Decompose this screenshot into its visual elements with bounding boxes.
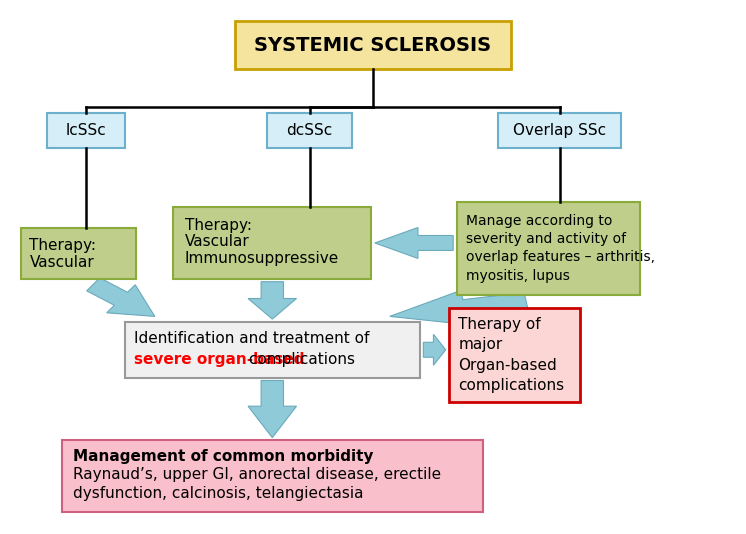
Text: dcSSc: dcSSc (286, 123, 333, 138)
Text: Therapy of: Therapy of (458, 317, 541, 332)
FancyBboxPatch shape (457, 201, 640, 295)
Polygon shape (248, 380, 296, 438)
Text: Overlap SSc: Overlap SSc (513, 123, 606, 138)
Text: lcSSc: lcSSc (66, 123, 106, 138)
FancyBboxPatch shape (46, 113, 125, 148)
FancyBboxPatch shape (125, 321, 419, 378)
Text: severe organ-based: severe organ-based (134, 352, 304, 367)
Polygon shape (248, 282, 296, 319)
Text: SYSTEMIC SCLEROSIS: SYSTEMIC SCLEROSIS (254, 36, 492, 55)
FancyBboxPatch shape (20, 228, 137, 279)
FancyBboxPatch shape (449, 309, 580, 402)
FancyBboxPatch shape (62, 440, 483, 513)
Text: Manage according to: Manage according to (466, 214, 612, 228)
Text: dysfunction, calcinosis, telangiectasia: dysfunction, calcinosis, telangiectasia (73, 486, 363, 501)
Polygon shape (374, 227, 454, 258)
Text: severity and activity of: severity and activity of (466, 232, 626, 246)
Text: Vascular: Vascular (29, 255, 94, 270)
Text: major: major (458, 337, 503, 352)
Text: Raynaud’s, upper GI, anorectal disease, erectile: Raynaud’s, upper GI, anorectal disease, … (73, 467, 441, 482)
FancyBboxPatch shape (267, 113, 352, 148)
FancyBboxPatch shape (235, 21, 511, 69)
Polygon shape (424, 334, 445, 365)
Text: Therapy:: Therapy: (185, 218, 251, 233)
Polygon shape (87, 278, 155, 316)
Text: Therapy:: Therapy: (29, 238, 96, 253)
Text: Vascular: Vascular (185, 234, 249, 249)
Text: myositis, lupus: myositis, lupus (466, 269, 570, 282)
Polygon shape (389, 290, 527, 325)
Text: Organ-based: Organ-based (458, 358, 557, 373)
FancyBboxPatch shape (173, 207, 372, 279)
Text: complications: complications (245, 352, 355, 367)
Text: complications: complications (458, 378, 565, 393)
FancyBboxPatch shape (498, 113, 621, 148)
Text: Immunosuppressive: Immunosuppressive (185, 252, 339, 266)
Text: overlap features – arthritis,: overlap features – arthritis, (466, 250, 655, 264)
Text: Identification and treatment of: Identification and treatment of (134, 331, 369, 345)
Text: Management of common morbidity: Management of common morbidity (73, 449, 373, 464)
